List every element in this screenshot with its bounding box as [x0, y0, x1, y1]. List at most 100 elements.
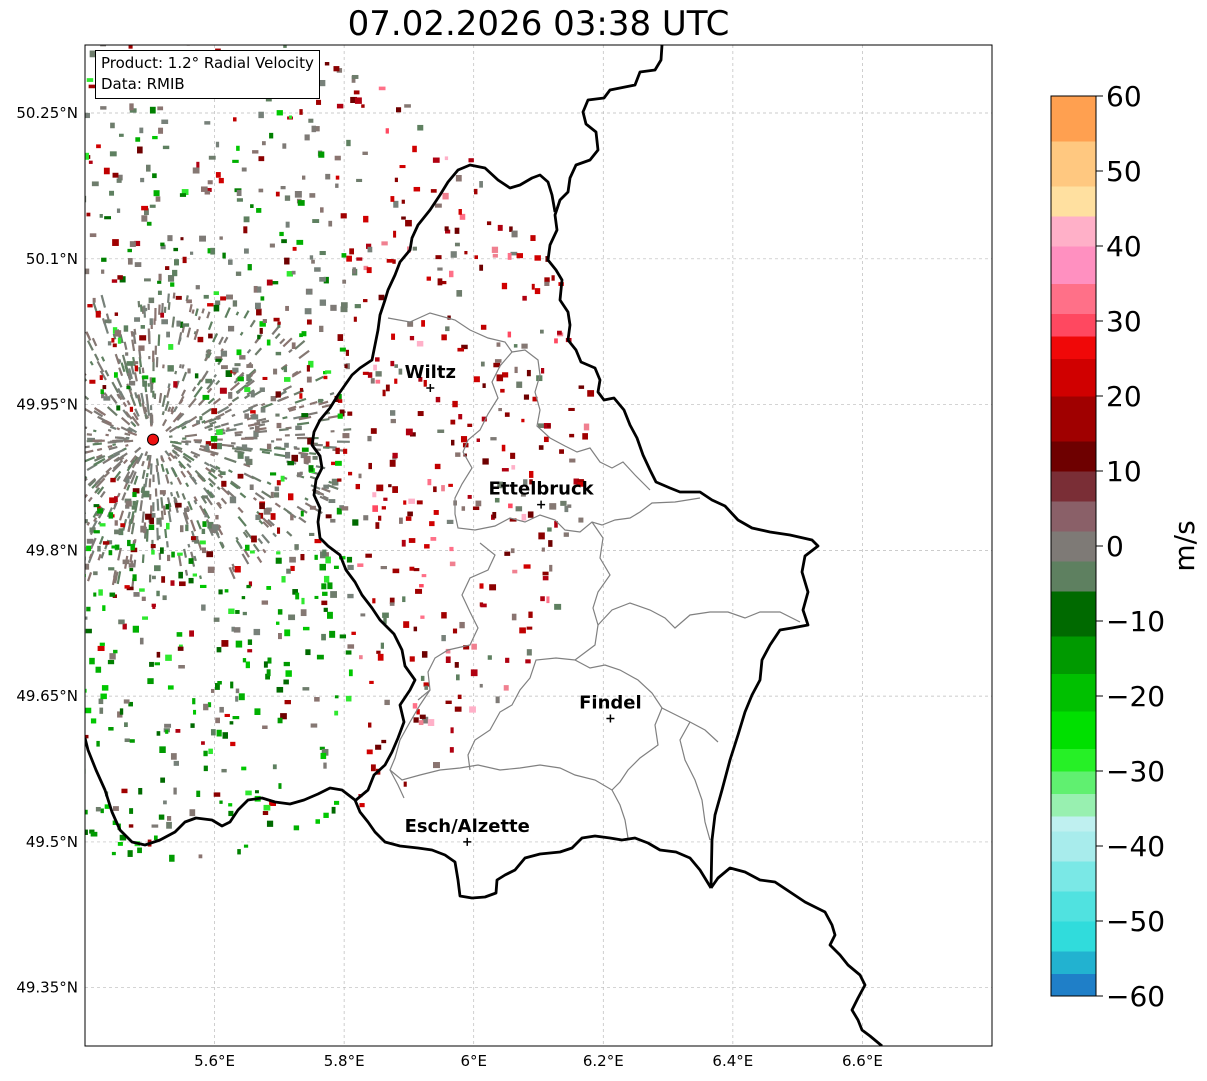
echo-beam	[46, 422, 57, 424]
echo-gate	[49, 587, 54, 592]
echo-beam	[93, 407, 104, 415]
echo-gate	[457, 347, 465, 352]
echo-beam	[0, 510, 4, 516]
echo-gate	[221, 480, 227, 487]
echo-gate	[152, 173, 157, 179]
echo-beam	[260, 402, 273, 410]
echo-gate	[450, 419, 456, 425]
echo-beam	[68, 464, 73, 466]
echo-beam	[93, 429, 97, 433]
echo-gate	[259, 502, 265, 510]
echo-beam	[127, 511, 131, 519]
echo-gate	[76, 631, 81, 638]
echo-gate	[547, 424, 551, 428]
echo-gate	[328, 499, 336, 504]
echo-gate	[202, 495, 208, 499]
echo-gate	[196, 790, 201, 797]
echo-gate	[345, 349, 350, 356]
colorbar-segment	[1051, 711, 1096, 749]
echo-beam	[138, 349, 142, 359]
echo-gate	[175, 295, 182, 300]
echo-gate	[49, 310, 55, 314]
echo-gate	[354, 97, 362, 104]
echo-beam	[260, 402, 266, 407]
echo-gate	[42, 126, 47, 131]
echo-gate	[492, 511, 497, 519]
echo-beam	[188, 303, 193, 313]
echo-gate	[76, 610, 83, 615]
echo-gate	[113, 372, 118, 378]
echo-gate	[340, 306, 348, 313]
echo-gate	[177, 646, 184, 651]
echo-beam	[210, 453, 216, 457]
echo-gate	[479, 181, 483, 188]
gridlines	[85, 45, 992, 1046]
echo-gate	[526, 369, 531, 377]
echo-beam	[116, 427, 121, 431]
colorbar-segment	[1051, 336, 1096, 359]
echo-gate	[573, 478, 580, 485]
echo-beam	[85, 407, 93, 415]
echo-gate	[540, 596, 545, 602]
echo-gate	[301, 331, 307, 337]
echo-beam	[164, 400, 170, 412]
echo-beam	[0, 489, 6, 493]
echo-gate	[228, 803, 233, 807]
echo-gate	[434, 463, 441, 470]
echo-beam	[227, 469, 233, 474]
echo-gate	[277, 609, 283, 615]
echo-gate	[215, 172, 221, 178]
echo-beam	[141, 554, 145, 564]
echo-beam	[103, 392, 108, 397]
lon-tick-label: 6°E	[460, 1052, 487, 1070]
echo-gate	[474, 188, 478, 195]
echo-beam	[141, 460, 145, 467]
echo-gate	[335, 183, 339, 188]
echo-gate	[238, 693, 245, 701]
echo-beam	[215, 412, 225, 419]
echo-gate	[497, 481, 503, 489]
echo-gate	[85, 829, 88, 835]
echo-beam	[266, 481, 272, 486]
echo-beam	[309, 400, 318, 406]
echo-beam	[191, 386, 197, 392]
echo-gate	[444, 226, 449, 231]
echo-gate	[47, 316, 51, 320]
echo-beam	[36, 488, 43, 492]
echo-gate	[109, 592, 116, 597]
echo-gate	[463, 645, 470, 650]
echo-beam	[190, 519, 197, 532]
echo-gate	[363, 299, 368, 303]
echo-beam	[6, 424, 18, 426]
echo-gate	[53, 235, 57, 242]
echo-beam	[191, 476, 197, 483]
echo-beam	[161, 394, 167, 408]
echo-gate	[259, 321, 266, 327]
echo-gate	[429, 521, 435, 527]
echo-gate	[244, 456, 250, 462]
echo-gate	[448, 270, 454, 278]
echo-gate	[119, 708, 124, 715]
echo-gate	[219, 471, 226, 476]
echo-gate	[89, 657, 95, 665]
echo-gate	[47, 278, 51, 282]
echo-beam	[191, 309, 195, 314]
echo-gate	[291, 454, 299, 462]
echo-gate	[363, 265, 369, 271]
echo-beam	[237, 506, 244, 514]
echo-gate	[215, 358, 222, 362]
echo-gate	[172, 269, 178, 277]
city-label: Ettelbruck	[489, 479, 595, 500]
echo-gate	[275, 621, 280, 625]
echo-gate	[171, 551, 175, 558]
echo-beam	[137, 452, 144, 462]
echo-gate	[417, 124, 424, 131]
echo-gate	[193, 709, 197, 715]
echo-beam	[92, 510, 99, 518]
echo-gate	[37, 346, 43, 350]
echo-gate	[47, 776, 51, 780]
echo-beam	[282, 416, 288, 420]
echo-gate	[413, 186, 421, 192]
echo-gate	[289, 556, 296, 563]
echo-beam	[73, 369, 77, 374]
